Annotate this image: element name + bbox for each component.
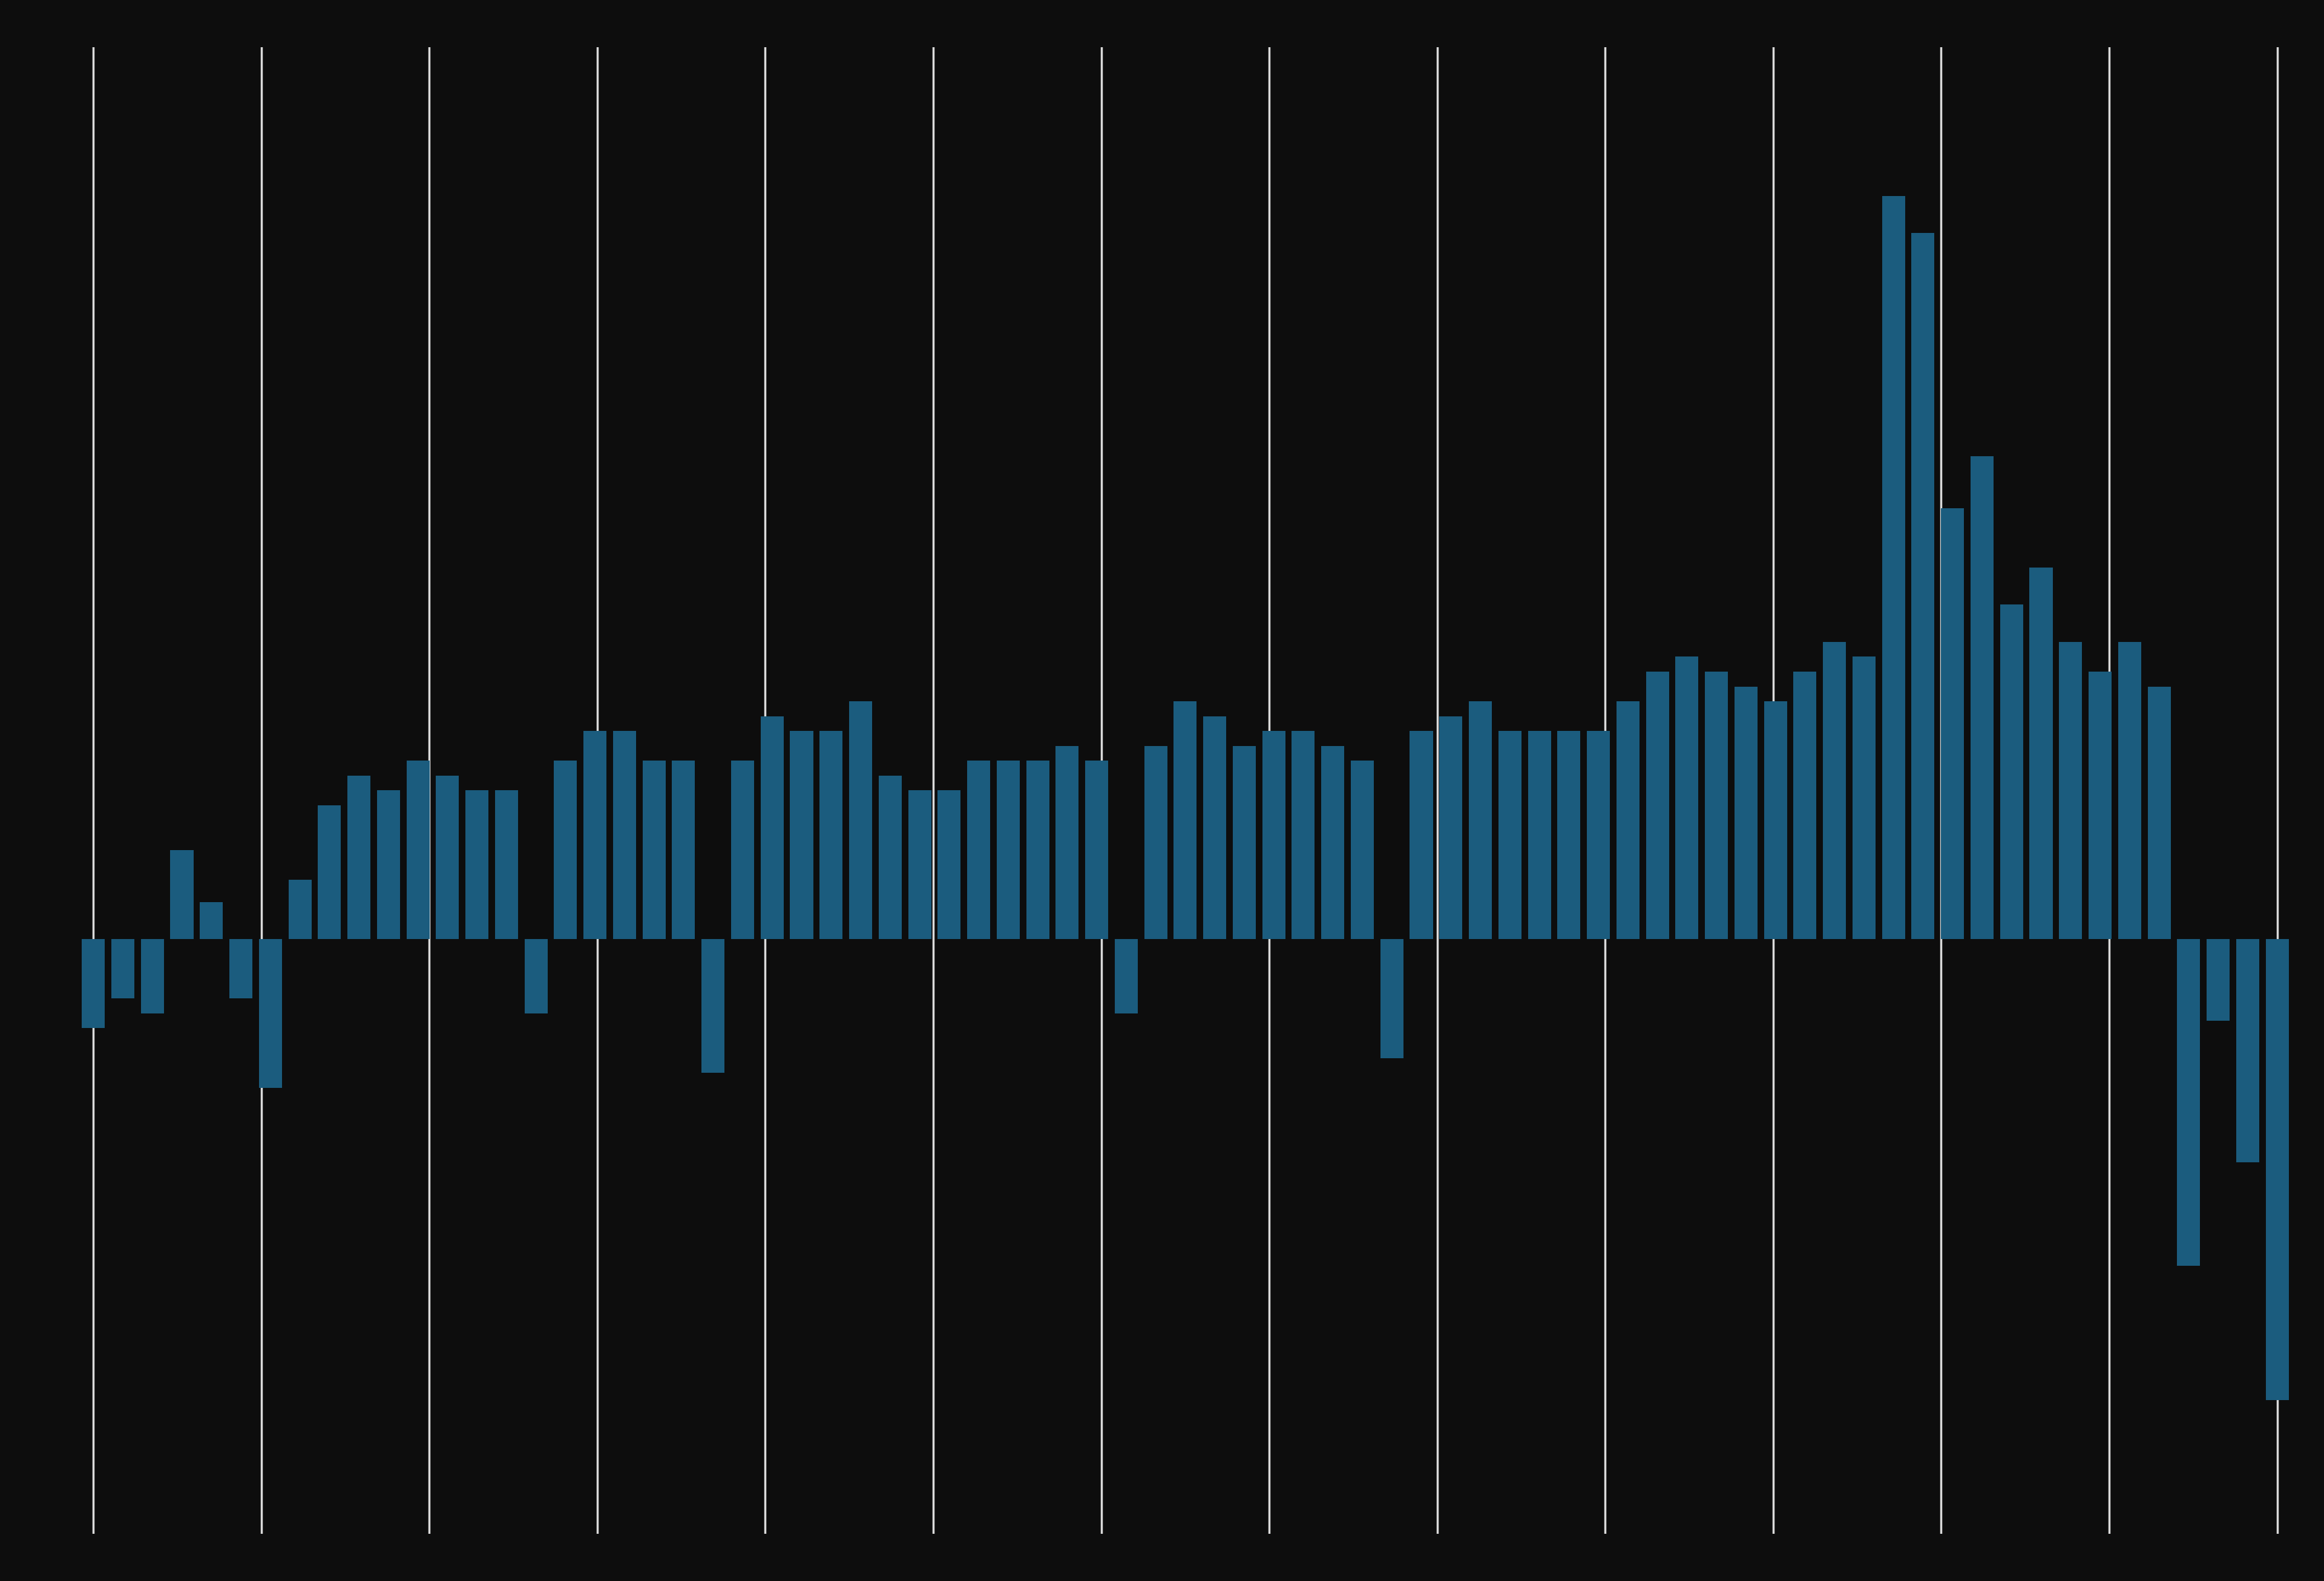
- Bar: [1557, 730, 1580, 939]
- Bar: [937, 790, 960, 939]
- Bar: [1971, 455, 1994, 939]
- Bar: [1587, 730, 1611, 939]
- Bar: [2089, 672, 2113, 939]
- Bar: [1794, 672, 1817, 939]
- Bar: [2205, 939, 2229, 1021]
- Bar: [376, 790, 400, 939]
- Bar: [641, 760, 665, 939]
- Bar: [318, 805, 342, 939]
- Bar: [1822, 642, 1845, 939]
- Bar: [230, 939, 253, 999]
- Bar: [1411, 730, 1434, 939]
- Bar: [760, 716, 783, 939]
- Bar: [81, 939, 105, 1028]
- Bar: [553, 760, 576, 939]
- Bar: [848, 702, 872, 939]
- Bar: [820, 730, 844, 939]
- Bar: [1734, 686, 1757, 939]
- Bar: [909, 790, 932, 939]
- Bar: [1322, 746, 1343, 939]
- Bar: [1941, 508, 1964, 939]
- Bar: [1055, 746, 1078, 939]
- Bar: [2001, 604, 2024, 939]
- Bar: [1852, 656, 1875, 939]
- Bar: [732, 760, 753, 939]
- Bar: [437, 776, 458, 939]
- Bar: [2029, 568, 2052, 939]
- Bar: [1085, 760, 1109, 939]
- Bar: [1706, 672, 1729, 939]
- Bar: [1116, 939, 1139, 1013]
- Bar: [1764, 702, 1787, 939]
- Bar: [614, 730, 637, 939]
- Bar: [2236, 939, 2259, 1162]
- Bar: [200, 901, 223, 939]
- Bar: [288, 879, 311, 939]
- Bar: [1174, 702, 1197, 939]
- Bar: [142, 939, 165, 1013]
- Bar: [346, 776, 370, 939]
- Bar: [112, 939, 135, 999]
- Bar: [2059, 642, 2082, 939]
- Bar: [702, 939, 725, 1073]
- Bar: [1618, 702, 1638, 939]
- Bar: [2178, 939, 2201, 1266]
- Bar: [790, 730, 813, 939]
- Bar: [2117, 642, 2140, 939]
- Bar: [1350, 760, 1373, 939]
- Bar: [1232, 746, 1255, 939]
- Bar: [525, 939, 548, 1013]
- Bar: [967, 760, 990, 939]
- Bar: [1676, 656, 1699, 939]
- Bar: [878, 776, 902, 939]
- Bar: [1469, 702, 1492, 939]
- Bar: [495, 790, 518, 939]
- Bar: [258, 939, 281, 1088]
- Bar: [583, 730, 607, 939]
- Bar: [2266, 939, 2289, 1399]
- Bar: [170, 851, 193, 939]
- Bar: [997, 760, 1020, 939]
- Bar: [1292, 730, 1315, 939]
- Bar: [2147, 686, 2171, 939]
- Bar: [1380, 939, 1404, 1058]
- Bar: [1527, 730, 1550, 939]
- Bar: [1499, 730, 1522, 939]
- Bar: [1262, 730, 1285, 939]
- Bar: [465, 790, 488, 939]
- Bar: [1645, 672, 1669, 939]
- Bar: [1204, 716, 1227, 939]
- Bar: [1882, 196, 1906, 939]
- Bar: [1027, 760, 1048, 939]
- Bar: [672, 760, 695, 939]
- Bar: [1143, 746, 1167, 939]
- Bar: [1913, 232, 1934, 939]
- Bar: [407, 760, 430, 939]
- Bar: [1439, 716, 1462, 939]
